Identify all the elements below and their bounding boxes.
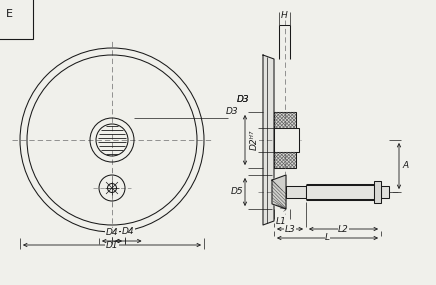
Text: L3: L3 bbox=[285, 225, 295, 233]
Bar bbox=[306, 185, 374, 199]
Text: D3: D3 bbox=[237, 95, 249, 104]
Text: L2: L2 bbox=[338, 225, 349, 233]
Text: D4: D4 bbox=[106, 228, 118, 237]
Bar bbox=[381, 186, 389, 198]
Text: D4: D4 bbox=[122, 227, 135, 236]
Polygon shape bbox=[263, 55, 274, 225]
Text: D2ᴴ⁷: D2ᴴ⁷ bbox=[249, 130, 259, 150]
Text: D1: D1 bbox=[106, 241, 118, 249]
Bar bbox=[274, 128, 299, 152]
Bar bbox=[274, 112, 296, 168]
Text: L: L bbox=[325, 233, 330, 243]
Bar bbox=[286, 186, 306, 198]
Text: A: A bbox=[402, 162, 408, 170]
Text: D3: D3 bbox=[237, 95, 249, 104]
Text: D3: D3 bbox=[226, 107, 238, 117]
Text: E: E bbox=[6, 9, 13, 19]
Polygon shape bbox=[272, 175, 286, 209]
Bar bbox=[374, 181, 381, 203]
Text: H: H bbox=[281, 11, 288, 19]
Text: L1: L1 bbox=[276, 217, 286, 225]
Text: D5: D5 bbox=[230, 188, 243, 196]
